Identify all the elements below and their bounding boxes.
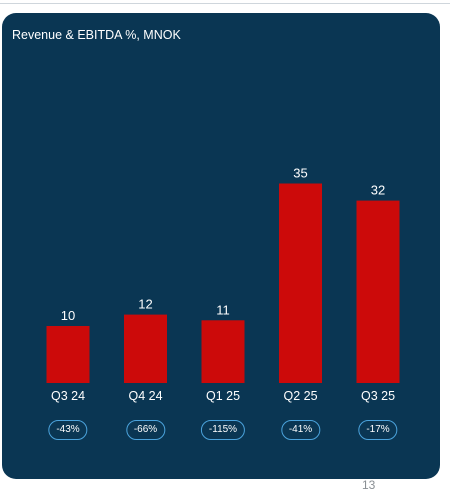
- bar-chart: 10 Q3 24 12 Q4 24 11 Q1 25 35 Q2 25 32 Q3 25: [46, 166, 400, 403]
- category-label: Q2 25: [283, 389, 317, 403]
- category-label: Q4 24: [128, 389, 162, 403]
- ebitda-pill: -115%: [200, 420, 246, 440]
- ebitda-pill: -66%: [125, 420, 166, 440]
- category-label: Q1 25: [206, 389, 240, 403]
- bar-q3-25: [356, 200, 400, 383]
- bar-q4-24: [124, 314, 167, 383]
- value-label: 32: [371, 183, 385, 198]
- value-label: 11: [216, 302, 230, 317]
- value-label: 35: [293, 166, 307, 181]
- bar-q2-25: [279, 183, 322, 383]
- bar-q3-24: [46, 326, 90, 383]
- page-number: 13: [362, 478, 376, 492]
- chart-panel: Revenue & EBITDA %, MNOK 10 Q3 24 12 Q4 24 1…: [2, 13, 440, 479]
- category-label: Q3 24: [51, 389, 85, 403]
- ebitda-pill: -41%: [280, 420, 321, 440]
- ebitda-pill: -17%: [358, 420, 398, 440]
- ebitda-pill-row: -43% -66% -115% -41% -17%: [2, 420, 440, 442]
- top-divider: [0, 3, 450, 4]
- bar-q1-25: [201, 320, 245, 383]
- value-label: 12: [138, 297, 152, 312]
- ebitda-pill: -43%: [48, 420, 88, 440]
- chart-title: Revenue & EBITDA %, MNOK: [12, 28, 181, 42]
- value-label: 10: [61, 308, 75, 323]
- category-label: Q3 25: [361, 389, 395, 403]
